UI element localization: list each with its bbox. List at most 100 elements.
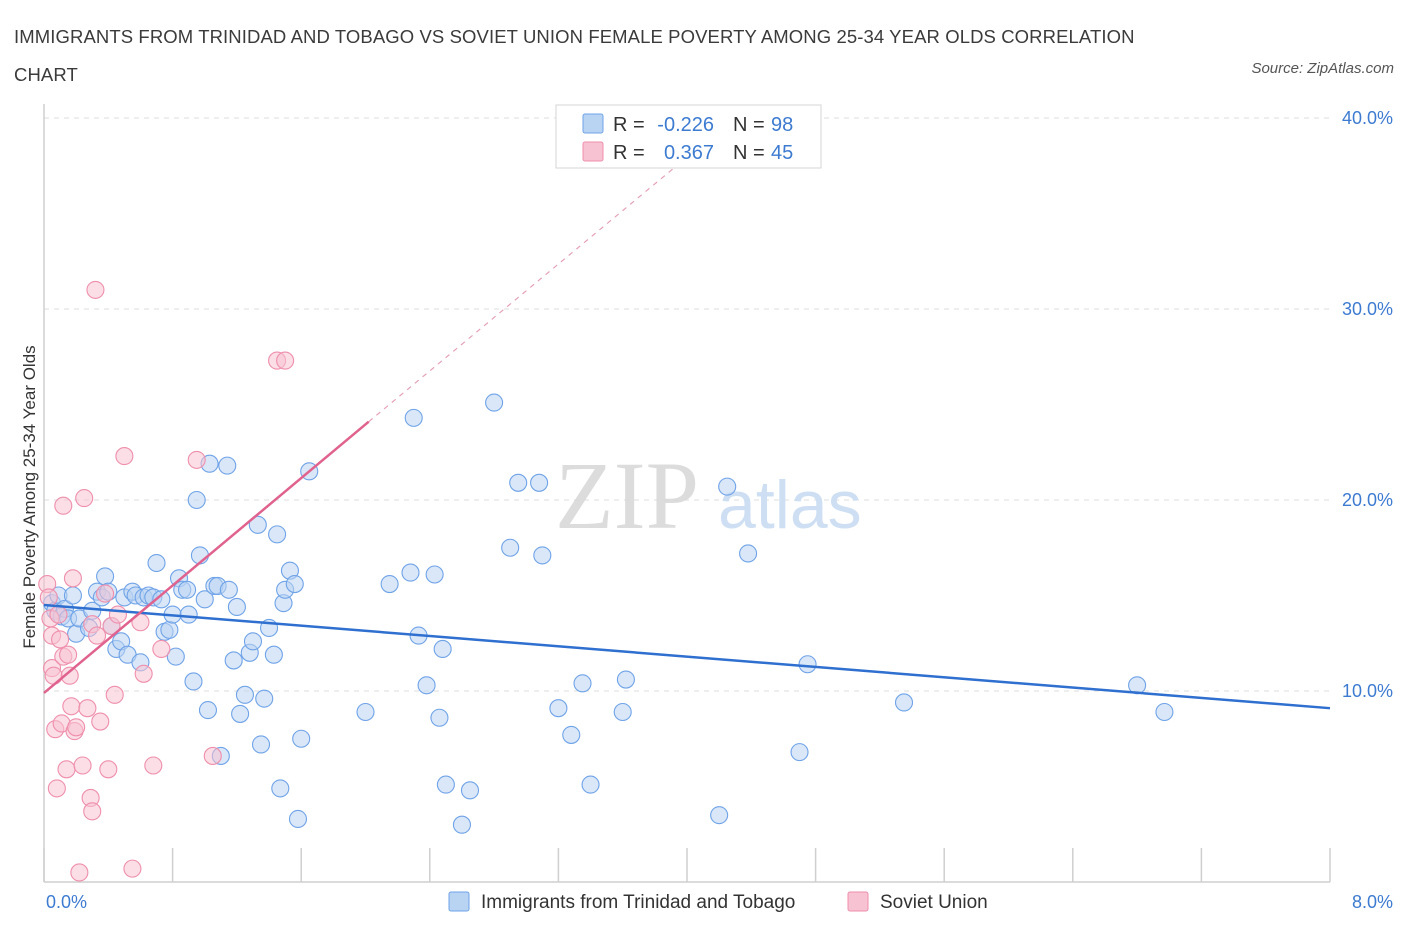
point-soviet-35 [115, 447, 134, 466]
point-trinidad-35 [179, 605, 198, 624]
point-trinidad-69 [401, 563, 420, 582]
legend-n-value-1: 98 [771, 114, 793, 136]
point-trinidad-88 [613, 702, 632, 722]
point-trinidad-75 [433, 639, 452, 659]
point-trinidad-37 [187, 490, 206, 510]
legend-swatch-blue [582, 113, 604, 134]
point-soviet-41 [187, 450, 206, 469]
point-trinidad-52 [243, 632, 263, 651]
point-trinidad-57 [264, 645, 283, 664]
series-legend-swatch-2 [847, 891, 869, 912]
point-trinidad-31 [166, 647, 185, 666]
point-soviet-22 [75, 489, 94, 508]
point-soviet-8 [49, 605, 68, 624]
point-trinidad-39 [195, 590, 214, 609]
data-points [38, 280, 1174, 882]
legend-n-label-1: N = [733, 114, 765, 136]
point-trinidad-90 [710, 806, 729, 825]
point-soviet-7 [47, 779, 66, 798]
legend-n-value-2: 45 [771, 142, 793, 164]
point-soviet-28 [87, 626, 107, 645]
point-trinidad-36 [184, 672, 203, 691]
point-trinidad-59 [271, 779, 290, 798]
watermark-atlas: atlas [718, 467, 862, 543]
point-trinidad-85 [562, 725, 581, 744]
legend-r-value-2: 0.367 [664, 142, 714, 164]
point-trinidad-94 [798, 655, 817, 674]
point-soviet-29 [91, 712, 110, 731]
point-trinidad-68 [380, 574, 399, 594]
x-tick-label-0: 0.0% [46, 892, 87, 912]
y-tick-label-0: 10.0% [1342, 681, 1393, 701]
y-tick-label-2: 30.0% [1342, 299, 1393, 319]
point-trinidad-29 [160, 620, 179, 639]
point-trinidad-64 [288, 809, 308, 829]
point-trinidad-70 [404, 408, 423, 427]
point-trinidad-80 [501, 538, 520, 557]
point-trinidad-79 [485, 393, 504, 412]
point-soviet-14 [59, 645, 78, 664]
point-trinidad-83 [533, 546, 552, 565]
point-trinidad-40 [198, 701, 218, 720]
legend-r-value-1: -0.226 [657, 114, 714, 136]
point-trinidad-72 [417, 676, 436, 695]
point-trinidad-63 [285, 574, 304, 594]
point-trinidad-45 [218, 456, 237, 475]
point-trinidad-92 [739, 544, 758, 563]
point-trinidad-50 [235, 685, 254, 704]
point-soviet-5 [44, 666, 63, 685]
point-soviet-17 [63, 569, 82, 588]
point-trinidad-73 [425, 565, 444, 584]
point-trinidad-77 [452, 815, 472, 834]
point-soviet-9 [51, 630, 70, 649]
point-soviet-36 [123, 859, 142, 878]
point-trinidad-27 [152, 590, 171, 609]
y-axis-label: Female Poverty Among 25-34 Year Olds [20, 345, 39, 648]
trendline-extension-1 [368, 150, 696, 423]
x-tick-label-1: 8.0% [1352, 892, 1393, 912]
point-soviet-23 [78, 699, 97, 718]
point-soviet-44 [276, 351, 295, 370]
point-soviet-13 [57, 760, 76, 779]
x-tick-labels: 0.0% 8.0% [46, 892, 1393, 912]
point-trinidad-81 [509, 473, 528, 492]
point-trinidad-82 [530, 473, 549, 492]
point-soviet-40 [152, 639, 171, 659]
trendline-0 [43, 603, 1331, 710]
point-trinidad-54 [251, 735, 271, 754]
legend-r-label-2: R = [613, 142, 645, 164]
point-trinidad-87 [581, 775, 600, 794]
trend-lines [43, 150, 1331, 710]
point-soviet-12 [54, 496, 73, 515]
point-trinidad-97 [1155, 702, 1174, 722]
watermark-zip: ZIP [555, 442, 699, 549]
point-trinidad-58 [268, 525, 287, 544]
point-trinidad-65 [292, 729, 311, 748]
point-trinidad-13 [96, 567, 115, 586]
watermark: ZIP atlas [555, 442, 862, 549]
point-trinidad-47 [224, 651, 243, 670]
trendline-1 [43, 420, 370, 694]
series-legend-swatch-1 [448, 891, 470, 912]
point-trinidad-26 [147, 553, 166, 573]
point-trinidad-86 [573, 674, 592, 693]
point-soviet-20 [70, 863, 89, 882]
legend-swatch-pink [582, 141, 604, 162]
point-soviet-30 [96, 584, 115, 603]
legend-n-label-2: N = [733, 142, 765, 164]
point-trinidad-49 [231, 704, 250, 723]
point-soviet-16 [62, 697, 81, 716]
point-trinidad-84 [549, 699, 568, 718]
point-soviet-26 [83, 802, 102, 821]
point-soviet-19 [67, 718, 86, 737]
point-trinidad-53 [248, 515, 267, 534]
point-trinidad-48 [227, 597, 246, 617]
point-trinidad-6 [63, 586, 82, 605]
point-soviet-42 [203, 746, 222, 765]
chart-title: IMMIGRANTS FROM TRINIDAD AND TOBAGO VS S… [14, 26, 1135, 85]
point-soviet-38 [134, 664, 153, 683]
point-soviet-33 [105, 685, 124, 704]
series-legend-label-1: Immigrants from Trinidad and Tobago [481, 892, 795, 913]
point-trinidad-46 [219, 580, 238, 599]
